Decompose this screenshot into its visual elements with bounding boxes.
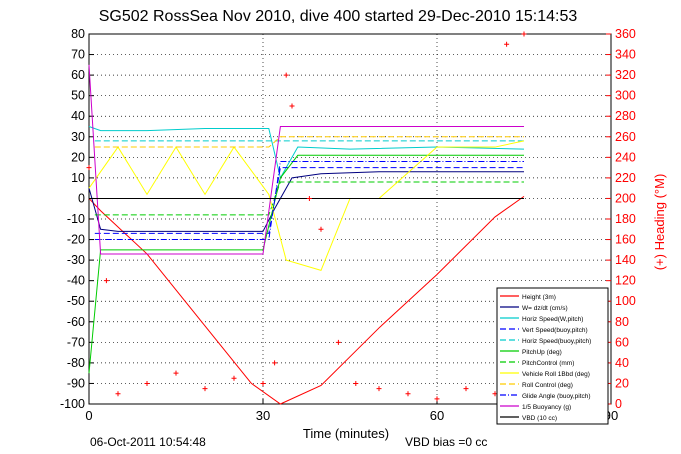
- y-tick-label: 60: [71, 68, 85, 82]
- legend-label: Vert Speed(buoy,pitch): [522, 327, 588, 334]
- plot-area: 0 30 60 90-100-90-80-70-60-50-40-30-20-1001…: [60, 27, 636, 425]
- right-y-tick-label: 320: [615, 68, 636, 82]
- y-tick-label: 70: [71, 48, 85, 62]
- heading-point: [504, 41, 510, 47]
- heading-point: [521, 31, 527, 37]
- y-tick-label: -60: [67, 315, 85, 329]
- heading-point: [283, 72, 289, 78]
- series-line: [88, 154, 524, 374]
- right-y-tick-label: 100: [615, 294, 636, 308]
- right-y-tick-label: 340: [615, 48, 636, 62]
- y-tick-label: -30: [67, 253, 85, 267]
- series-line: [88, 140, 525, 271]
- legend-label: Horiz Speed(W,pitch): [522, 316, 583, 323]
- y-tick-label: 40: [71, 109, 85, 123]
- heading-point: [173, 370, 179, 376]
- y-tick-label: -40: [67, 274, 85, 288]
- right-y-tick-label: 160: [615, 233, 636, 247]
- heading-point: [318, 226, 324, 232]
- heading-point: [405, 391, 411, 397]
- legend-label: Horiz Speed(buoy,pitch): [522, 338, 591, 345]
- legend-label: Vehicle Roll 1Bbd (deg): [522, 371, 590, 378]
- right-y-tick-label: 80: [615, 315, 629, 329]
- chart-title: SG502 RossSea Nov 2010, dive 400 started…: [99, 8, 578, 25]
- heading-point: [335, 339, 341, 345]
- series-line: [88, 64, 524, 255]
- y-tick-label: -80: [67, 356, 85, 370]
- legend-label: 1/5 Buoyancy (g): [522, 404, 571, 411]
- right-y-tick-label: 180: [615, 212, 636, 226]
- right-y-tick-label: 60: [615, 335, 629, 349]
- y-tick-label: -70: [67, 335, 85, 349]
- right-y-tick-label: 40: [615, 356, 629, 370]
- right-y-tick-label: 360: [615, 27, 636, 41]
- heading-point: [260, 380, 266, 386]
- series-line: [88, 126, 525, 180]
- right-y-tick-label: 0: [615, 397, 622, 411]
- legend-label: Glide Angle (buoy,pitch): [522, 393, 591, 400]
- heading-point: [289, 103, 295, 109]
- heading-point: [231, 375, 237, 381]
- y-tick-label: 10: [71, 171, 85, 185]
- heading-point: [434, 396, 440, 402]
- footer-vbd-bias: VBD bias =0 cc: [405, 435, 487, 449]
- right-y-tick-label: 280: [615, 109, 636, 123]
- y-tick-label: -10: [67, 212, 85, 226]
- y-tick-label: -20: [67, 233, 85, 247]
- x-tick-label: 60: [430, 408, 444, 423]
- right-y-tick-label: 300: [615, 89, 636, 103]
- heading-point: [306, 195, 312, 201]
- right-y-tick-label: 140: [615, 253, 636, 267]
- heading-point: [376, 386, 382, 392]
- y-tick-label: 30: [71, 130, 85, 144]
- right-y-tick-label: 240: [615, 150, 636, 164]
- heading-point: [202, 386, 208, 392]
- y-tick-label: 50: [71, 89, 85, 103]
- legend-label: PitchUp (deg): [522, 349, 562, 356]
- legend-label: PitchControl (mm): [522, 360, 574, 367]
- series-line: [94, 160, 524, 241]
- series-line: [94, 136, 524, 148]
- y-tick-label: 80: [71, 27, 85, 41]
- x-axis-label: Time (minutes): [303, 426, 389, 441]
- heading-point: [86, 165, 92, 171]
- x-tick-label: 0: [85, 408, 92, 423]
- heading-point: [272, 360, 278, 366]
- y-tick-label: -50: [67, 294, 85, 308]
- legend-label: Roll Control (deg): [522, 382, 573, 389]
- heading-point: [115, 391, 121, 397]
- heading-point: [103, 278, 109, 284]
- y-tick-label: -100: [60, 397, 85, 411]
- heading-point: [463, 386, 469, 392]
- heading-point: [353, 380, 359, 386]
- right-y-axis-label: (+) Heading (°M): [652, 174, 667, 271]
- y-tick-label: 20: [71, 150, 85, 164]
- legend-label: VBD (10 cc): [522, 415, 557, 422]
- x-tick-label: 30: [256, 408, 270, 423]
- legend-label: Height (3m): [522, 294, 556, 301]
- right-y-tick-label: 200: [615, 191, 636, 205]
- y-tick-label: -90: [67, 376, 85, 390]
- footer-timestamp: 06-Oct-2011 10:54:48: [90, 435, 206, 449]
- right-y-tick-label: 20: [615, 376, 629, 390]
- heading-point: [144, 380, 150, 386]
- right-y-tick-label: 220: [615, 171, 636, 185]
- legend-label: W= dz/dt (cm/s): [522, 305, 568, 312]
- series-line: [88, 195, 525, 405]
- right-y-tick-label: 120: [615, 274, 636, 288]
- y-tick-label: 0: [78, 191, 85, 205]
- right-y-tick-label: 260: [615, 130, 636, 144]
- legend-box: [496, 287, 609, 425]
- series-line: [88, 171, 524, 232]
